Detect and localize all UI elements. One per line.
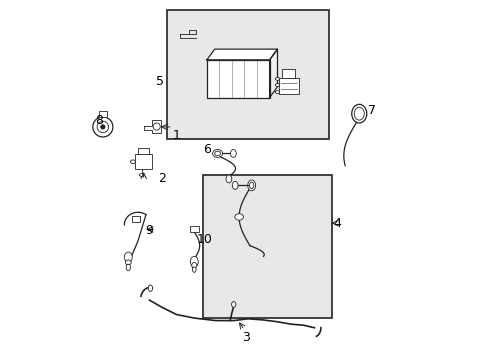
Ellipse shape (130, 160, 135, 163)
Ellipse shape (225, 175, 231, 183)
Bar (203, 175, 332, 318)
Polygon shape (206, 49, 277, 60)
Bar (279, 78, 298, 94)
Ellipse shape (275, 91, 279, 94)
Bar (138, 148, 148, 154)
Ellipse shape (249, 182, 253, 189)
Text: 8: 8 (95, 114, 103, 127)
Bar (132, 216, 140, 222)
Ellipse shape (230, 149, 236, 157)
Bar (206, 60, 269, 98)
Ellipse shape (351, 104, 366, 123)
Circle shape (93, 117, 113, 137)
Text: 9: 9 (145, 224, 153, 237)
Ellipse shape (353, 107, 364, 120)
Polygon shape (269, 49, 277, 98)
Ellipse shape (190, 256, 198, 267)
Ellipse shape (214, 151, 220, 156)
Ellipse shape (125, 260, 131, 265)
Bar (167, 10, 328, 139)
Bar (99, 111, 107, 117)
Ellipse shape (126, 264, 130, 271)
Ellipse shape (212, 149, 222, 157)
Ellipse shape (247, 180, 255, 191)
Text: 3: 3 (242, 331, 250, 344)
Ellipse shape (234, 214, 243, 220)
Ellipse shape (192, 267, 196, 273)
Text: 6: 6 (203, 143, 210, 156)
Bar (190, 226, 198, 232)
Ellipse shape (275, 77, 279, 80)
Bar (135, 154, 152, 169)
Bar (282, 69, 294, 78)
Text: 4: 4 (333, 216, 341, 230)
Text: 5: 5 (156, 75, 164, 88)
Circle shape (101, 125, 105, 129)
Ellipse shape (124, 252, 132, 262)
Ellipse shape (275, 84, 279, 86)
Ellipse shape (231, 302, 235, 307)
Ellipse shape (148, 285, 152, 292)
Text: 2: 2 (158, 172, 165, 185)
Ellipse shape (191, 262, 196, 268)
Ellipse shape (232, 181, 238, 189)
Text: 1: 1 (172, 129, 180, 142)
Text: 7: 7 (367, 104, 375, 117)
Circle shape (153, 123, 160, 130)
Text: 10: 10 (197, 233, 213, 246)
Circle shape (97, 121, 108, 133)
Ellipse shape (139, 174, 143, 176)
